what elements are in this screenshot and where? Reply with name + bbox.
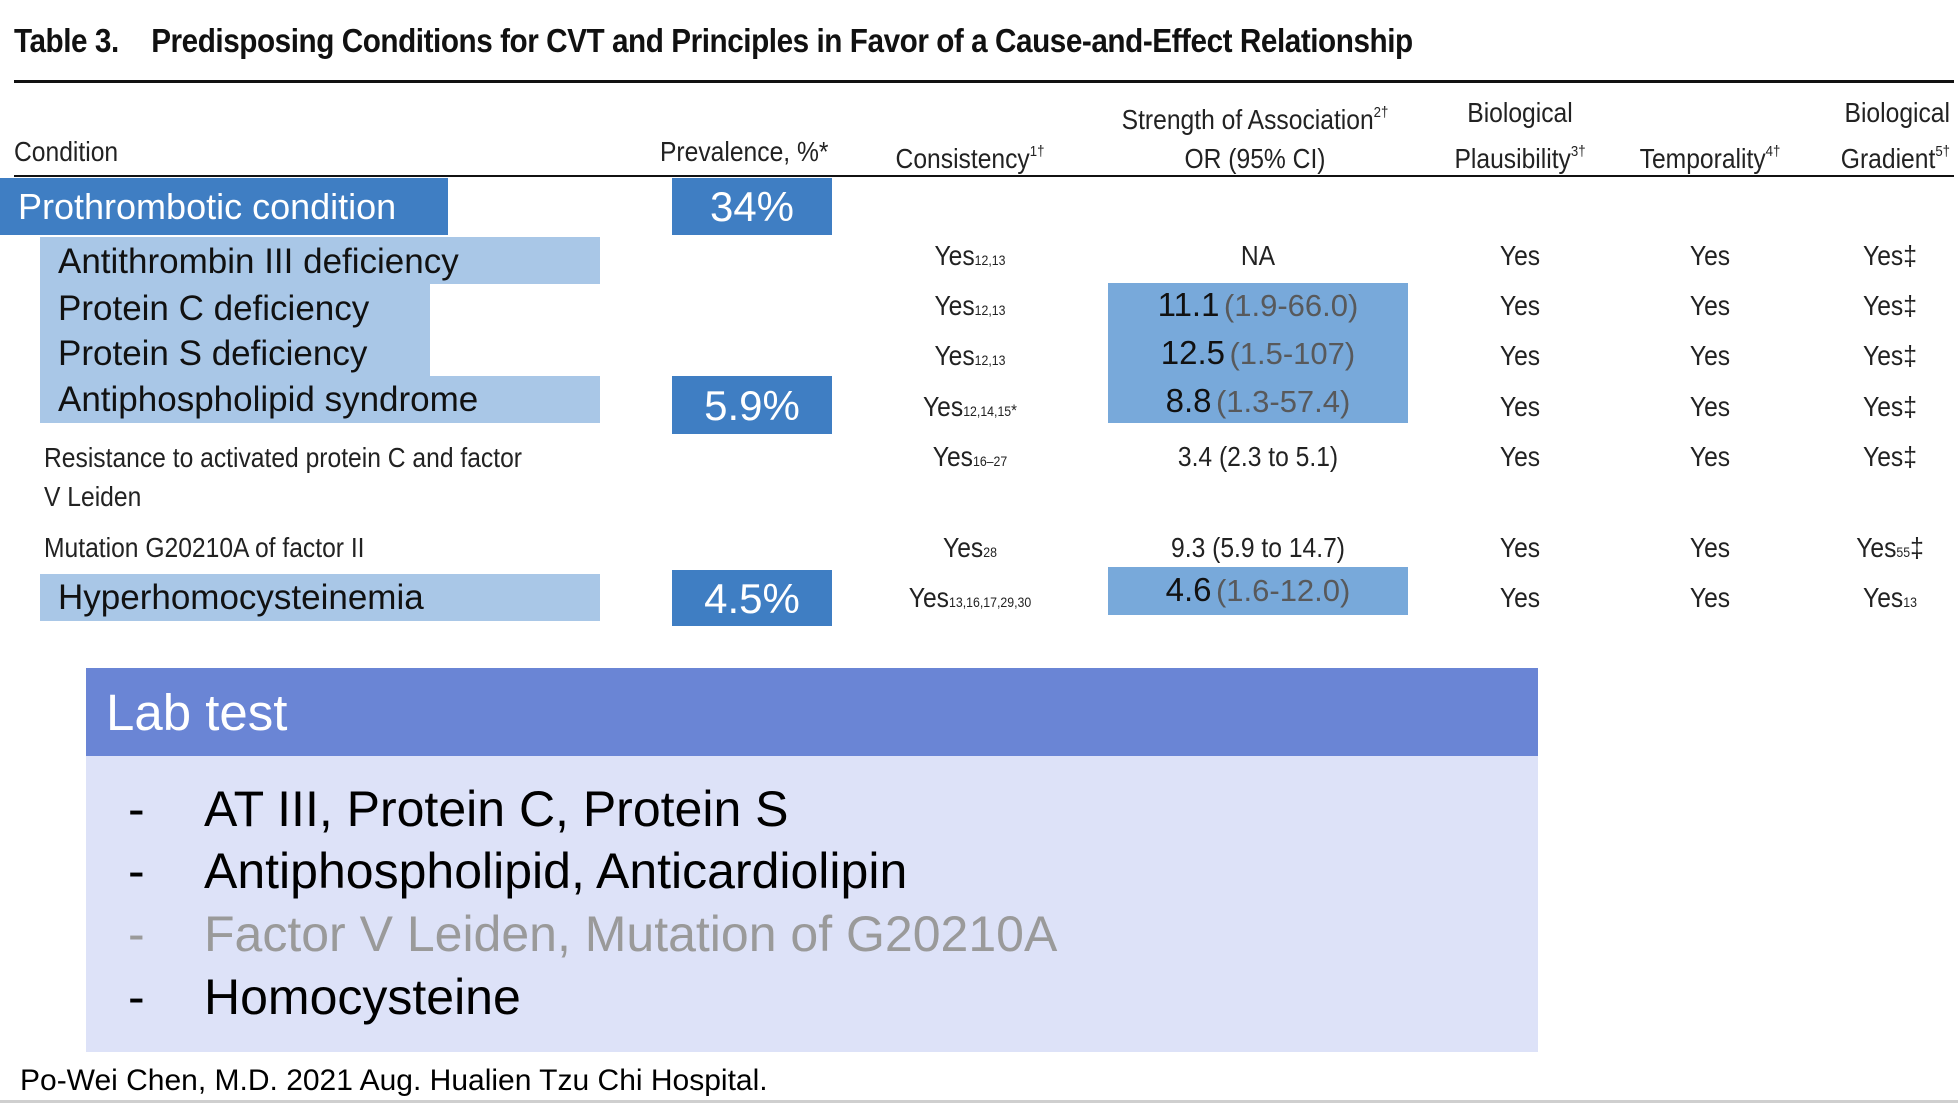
header-gradient: Biological Gradient5† <box>1840 97 1950 174</box>
temporality-cell: Yes <box>1689 391 1731 422</box>
consistency-cell: Yes12,13 <box>934 290 1006 321</box>
or-cell: NA <box>1240 240 1276 271</box>
header-prevalence: Prevalence, %* <box>660 136 829 167</box>
table-title: Table 3. Predisposing Conditions for CVT … <box>14 22 1413 60</box>
lab-item: - Homocysteine <box>128 969 521 1025</box>
consistency-cell: Yes13,16,17,29,30 <box>908 582 1032 613</box>
or-cell: 9.3 (5.9 to 14.7) <box>1171 532 1345 563</box>
gradient-cell: Yes‡ <box>1863 340 1917 371</box>
temporality-cell: Yes <box>1689 240 1731 271</box>
gradient-cell: Yes13 <box>1863 582 1917 613</box>
condition-hyperhomocysteinemia: Hyperhomocysteinemia <box>40 574 600 621</box>
header-temporality: Temporality4† <box>1639 143 1781 174</box>
table-number: Table 3. <box>14 22 119 59</box>
gradient-cell: Yes‡ <box>1863 391 1917 422</box>
lab-item: - Antiphospholipid, Anticardiolipin <box>128 843 908 899</box>
prevalence-prothrombotic: 34% <box>672 178 832 235</box>
consistency-cell: Yes16–27 <box>932 441 1008 472</box>
lab-item: - AT III, Protein C, Protein S <box>128 781 789 837</box>
group-label-prothrombotic: Prothrombotic condition <box>0 178 448 235</box>
temporality-cell: Yes <box>1689 582 1731 613</box>
table-title-text: Predisposing Conditions for CVT and Prin… <box>151 22 1413 59</box>
temporality-cell: Yes <box>1689 340 1731 371</box>
temporality-cell: Yes <box>1689 290 1731 321</box>
plausibility-cell: Yes <box>1499 532 1541 563</box>
plausibility-cell: Yes <box>1499 340 1541 371</box>
condition-antithrombin: Antithrombin III deficiency <box>40 237 600 284</box>
lab-test-body: - AT III, Protein C, Protein S - Antiphosp… <box>86 756 1538 1052</box>
plausibility-cell: Yes <box>1499 391 1541 422</box>
gradient-cell: Yes‡ <box>1863 441 1917 472</box>
consistency-cell: Yes28 <box>943 532 997 563</box>
header-consistency: Consistency1† <box>895 143 1045 174</box>
consistency-cell: Yes12,13 <box>934 340 1006 371</box>
or-cell: 8.8 (1.3-57.4) <box>1165 382 1351 419</box>
condition-g20210a: Mutation G20210A of factor II <box>44 532 365 563</box>
condition-protein-cs-box: Protein C deficiency Protein S deficienc… <box>40 284 430 376</box>
or-cell: 11.1 (1.9-66.0) <box>1157 286 1359 323</box>
or-cell: 3.4 (2.3 to 5.1) <box>1177 441 1339 472</box>
prevalence-antiphospholipid: 5.9% <box>672 376 832 434</box>
temporality-cell: Yes <box>1689 441 1731 472</box>
header-rule <box>14 175 1954 177</box>
bottom-divider <box>0 1100 1958 1103</box>
header-plausibility: Biological Plausibility3† <box>1454 97 1586 174</box>
lab-item-muted: - Factor V Leiden, Mutation of G20210A <box>128 906 1058 962</box>
condition-protein-s: Protein S deficiency <box>58 334 368 373</box>
header-strength: Strength of Association2† OR (95% CI) <box>1121 104 1389 174</box>
credit-footer: Po-Wei Chen, M.D. 2021 Aug. Hualien Tzu … <box>20 1064 768 1097</box>
plausibility-cell: Yes <box>1499 441 1541 472</box>
consistency-cell: Yes12,13 <box>934 240 1006 271</box>
or-highlight-box <box>1108 283 1408 423</box>
condition-antiphospholipid: Antiphospholipid syndrome <box>40 376 600 423</box>
header-condition: Condition <box>14 136 119 167</box>
plausibility-cell: Yes <box>1499 290 1541 321</box>
prevalence-hyperhomocysteinemia: 4.5% <box>672 570 832 626</box>
temporality-cell: Yes <box>1689 532 1731 563</box>
consistency-cell: Yes12,14,15* <box>923 391 1017 422</box>
or-cell: 12.5 (1.5-107) <box>1160 334 1356 371</box>
or-highlight-box-homocysteine <box>1108 567 1408 615</box>
or-cell: 4.6 (1.6-12.0) <box>1165 571 1351 608</box>
title-rule <box>14 80 1954 83</box>
gradient-cell: Yes‡ <box>1863 240 1917 271</box>
plausibility-cell: Yes <box>1499 240 1541 271</box>
plausibility-cell: Yes <box>1499 582 1541 613</box>
gradient-cell: Yes55‡ <box>1856 532 1924 563</box>
gradient-cell: Yes‡ <box>1863 290 1917 321</box>
condition-apc-resistance: Resistance to activated protein C and fa… <box>44 442 523 512</box>
condition-protein-c: Protein C deficiency <box>58 289 370 328</box>
lab-test-title: Lab test <box>86 668 1538 756</box>
